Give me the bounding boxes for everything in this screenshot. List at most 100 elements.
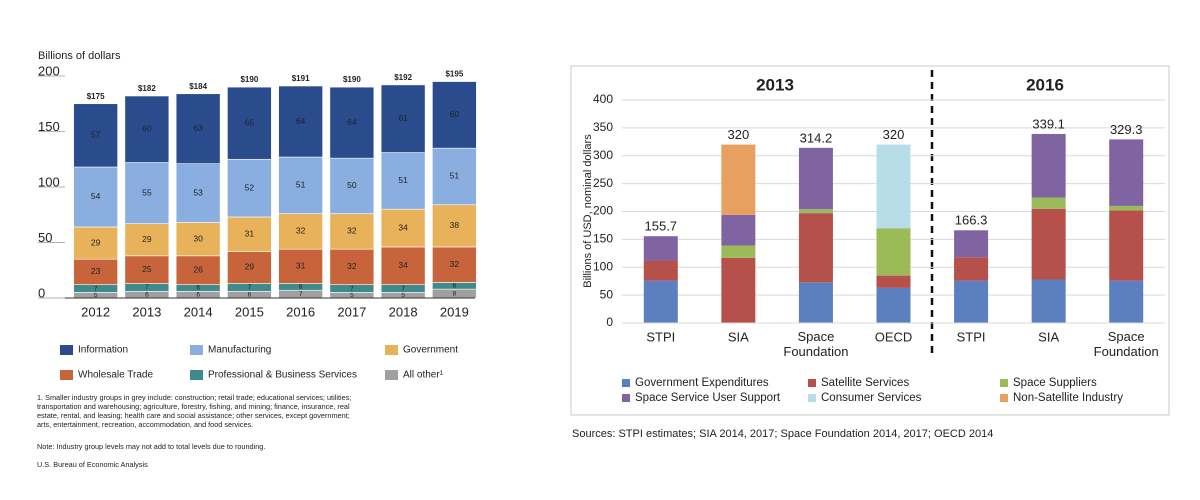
footnote: 1. Smaller industry groups in grey inclu… [37,393,351,402]
legend-label: Manufacturing [208,345,271,356]
bar-segment [643,260,678,281]
bar-segment [329,157,375,214]
y-tick-label: 300 [593,148,613,162]
y-tick-label: 350 [593,120,613,134]
bar-segment [175,93,221,164]
segment-label: 29 [245,262,255,272]
legend-label: All other¹ [403,370,444,381]
segment-label: 32 [450,259,460,269]
x-tick-label: 2014 [184,304,213,319]
bar-segment [432,81,477,149]
bar-segment [380,84,426,153]
total-label: $190 [343,75,361,84]
segment-label: 54 [91,191,101,201]
legend-label: Wholesale Trade [78,370,153,381]
bar-segment [124,95,170,163]
segment-label: 51 [296,180,306,190]
bar-segment [175,163,221,223]
x-tick-label: OECD [875,329,913,344]
bar-segment [954,257,989,281]
segment-label: 64 [347,117,357,127]
segment-label: 7 [299,291,303,298]
legend-swatch [190,345,203,355]
legend-swatch [622,379,630,387]
segment-label: 51 [398,175,408,185]
footnote: estate, rental, and leasing; health care… [37,411,350,420]
bar-segment [721,214,756,246]
y-tick-label: 0 [38,285,45,300]
bar-segment [1031,208,1066,280]
bar-segment [124,162,170,224]
bar-segment [380,208,426,248]
bar-segment [1031,197,1066,209]
x-tick-label: Space Foundation [1094,329,1159,359]
segment-label: 32 [347,261,357,271]
segment-label: 7 [248,284,252,291]
bar-segment [798,209,833,214]
segment-label: 5 [401,292,405,299]
legend-swatch [1000,379,1008,387]
bar-segment [876,275,911,288]
x-tick-label: STPI [646,329,675,344]
footnote: U.S. Bureau of Economic Analysis [37,460,148,469]
legend-label: Consumer Services [821,392,922,404]
segment-label: 51 [450,171,460,181]
chart-panel [570,65,1170,416]
legend-swatch [60,345,73,355]
total-label: $184 [189,82,207,91]
bar-segment [175,222,221,257]
group-label: 2016 [1026,75,1064,94]
bar-segment [432,204,477,248]
segment-label: 5 [350,292,354,299]
bar-segment [876,144,911,229]
y-tick-label: 400 [593,92,613,106]
bar-segment [721,144,756,215]
bar-segment [329,213,375,250]
segment-label: 60 [450,109,460,119]
legend-label: Professional & Business Services [208,370,357,381]
bar-segment [876,287,911,323]
segment-label: 29 [91,237,101,247]
legend-label: Satellite Services [821,377,909,389]
bar-segment [380,246,426,285]
x-tick-label: SIA [1038,329,1059,344]
segment-label: 6 [299,284,303,291]
segment-label: 7 [94,285,98,292]
bar-segment [798,213,833,283]
segment-label: 29 [142,234,152,244]
legend-label: Government Expenditures [635,377,769,389]
segment-label: 26 [193,265,203,275]
bar-segment [380,152,426,210]
legend-swatch [60,370,73,380]
legend-swatch [190,370,203,380]
x-tick-label: 2017 [337,304,366,319]
segment-label: 7 [350,285,354,292]
source: Sources: STPI estimates; SIA 2014, 2017;… [572,428,993,440]
segment-label: 34 [398,260,408,270]
group-label: 2013 [756,75,794,94]
legend-label: Space Suppliers [1013,377,1097,389]
legend-swatch [808,394,816,402]
bar-segment [124,255,170,284]
segment-label: 53 [193,187,203,197]
legend-label: Space Service User Support [635,392,781,404]
segment-label: 32 [296,226,306,236]
segment-label: 6 [196,285,200,292]
legend-label: Information [78,345,128,356]
y-tick-label: 0 [606,315,613,329]
segment-label: 52 [245,182,255,192]
total-label: $175 [87,92,105,101]
segment-label: 31 [296,261,306,271]
y-tick-label: 200 [593,204,613,218]
total-label: $195 [445,70,463,79]
x-tick-label: Space Foundation [783,329,848,359]
bar-segment [73,103,118,168]
total-label: $182 [138,84,156,93]
bar-segment [329,248,375,285]
legend-swatch [808,379,816,387]
bar-segment [954,230,989,258]
segment-label: 63 [193,123,203,133]
segment-label: 23 [91,266,101,276]
segment-label: 34 [398,222,408,232]
